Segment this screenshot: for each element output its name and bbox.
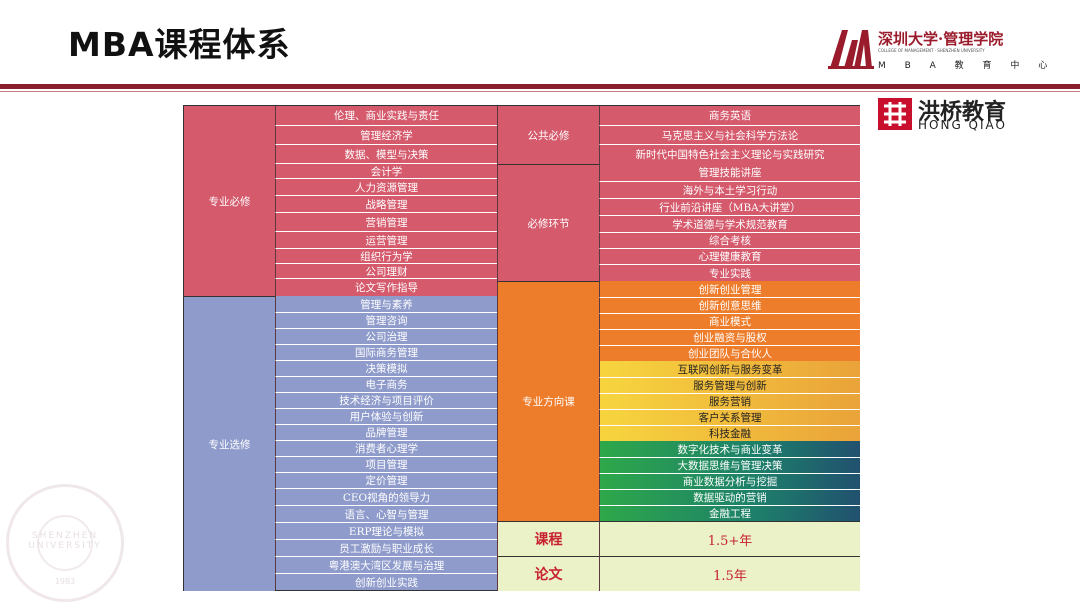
elective-course-cell: 决策模拟 <box>275 360 497 376</box>
direction-course-cell: 金融工程 <box>599 505 860 521</box>
elective-course-cell: 技术经济与项目评价 <box>275 392 497 408</box>
direction-course-cell: 创新创业管理 <box>599 281 860 297</box>
required-link-course-cell: 综合考核 <box>599 232 860 248</box>
elective-course-cell: CEO视角的领导力 <box>275 488 497 505</box>
elective-course-cell: 粤港澳大湾区发展与治理 <box>275 556 497 573</box>
szu-name: 深圳大学·管理学院 <box>878 30 1004 48</box>
direction-course-cell: 创新创意思维 <box>599 297 860 313</box>
elective-course-cell: 定价管理 <box>275 472 497 488</box>
seal-year: 1983 <box>54 577 76 586</box>
szu-mark-icon <box>828 30 874 69</box>
required-course-cell: 人力资源管理 <box>275 178 497 195</box>
required-link-course-cell: 心理健康教育 <box>599 248 860 264</box>
direction-course-cell: 商业数据分析与挖掘 <box>599 473 860 489</box>
hongqiao-name-en: HONG QIAO <box>918 118 1007 132</box>
direction-course-cell: 商业模式 <box>599 313 860 329</box>
seal-text: SHENZHEN UNIVERSITY <box>28 531 102 551</box>
elective-course-cell: 国际商务管理 <box>275 344 497 360</box>
direction-course-cell: 创业融资与股权 <box>599 329 860 345</box>
direction-course-cell: 大数据思维与管理决策 <box>599 457 860 473</box>
public-course-cell: 商务英语 <box>599 106 860 125</box>
elective-course-cell: 管理与素养 <box>275 296 497 312</box>
public-course-cell: 新时代中国特色社会主义理论与实践研究 <box>599 144 860 164</box>
page-title: MBA课程体系 <box>68 25 291 64</box>
required-course-cell: 运营管理 <box>275 231 497 248</box>
university-seal-watermark: SHENZHEN UNIVERSITY 1983 <box>6 484 124 602</box>
required-course-cell: 伦理、商业实践与责任 <box>275 106 497 125</box>
szu-subtitle: COLLEGE OF MANAGEMENT · SHENZHEN UNIVERS… <box>878 48 985 53</box>
elective-course-cell: 员工激励与职业成长 <box>275 539 497 556</box>
elective-course-cell: 项目管理 <box>275 456 497 472</box>
required-course-cell: 会计学 <box>275 163 497 178</box>
header-rule-thin <box>0 91 1080 92</box>
elective-course-cell: 消费者心理学 <box>275 440 497 456</box>
elective-course-cell: 公司治理 <box>275 328 497 344</box>
direction-course-cell: 科技金融 <box>599 425 860 441</box>
course-duration-value: 1.5+年 <box>599 521 860 556</box>
elective-course-cell: 用户体验与创新 <box>275 408 497 424</box>
required-course-cell: 营销管理 <box>275 212 497 231</box>
required-link-course-cell: 学术道德与学术规范教育 <box>599 215 860 232</box>
thesis-duration-value: 1.5年 <box>599 556 860 591</box>
elective-course-cell: ERP理论与模拟 <box>275 522 497 539</box>
direction-course-cell: 互联网创新与服务变革 <box>599 361 860 377</box>
required-course-cell: 论文写作指导 <box>275 278 497 296</box>
elective-course-cell: 语言、心智与管理 <box>275 505 497 522</box>
curriculum-table: 专业必修 专业选修 公共必修 必修环节 专业方向课 课程 论文 1.5+年 1.… <box>183 105 860 591</box>
required-course-cell: 组织行为学 <box>275 248 497 263</box>
direction-course-label: 专业方向课 <box>497 281 599 521</box>
elective-course-cell: 创新创业实践 <box>275 573 497 590</box>
direction-course-cell: 服务管理与创新 <box>599 377 860 393</box>
required-course-cell: 管理经济学 <box>275 125 497 144</box>
required-course-cell: 公司理财 <box>275 263 497 278</box>
required-link-course-cell: 海外与本土学习行动 <box>599 181 860 198</box>
course-duration-label: 课程 <box>497 521 599 556</box>
required-link-label: 必修环节 <box>497 164 599 281</box>
public-course-cell: 马克思主义与社会科学方法论 <box>599 125 860 144</box>
required-link-course-cell: 专业实践 <box>599 264 860 281</box>
public-required-label: 公共必修 <box>497 106 599 164</box>
hongqiao-name-cn: 洪桥教育 <box>918 100 1007 125</box>
seal-inner-ring <box>37 515 93 571</box>
thesis-duration-label: 论文 <box>497 556 599 591</box>
hongqiao-mark-icon <box>878 98 912 130</box>
required-link-course-cell: 管理技能讲座 <box>599 164 860 181</box>
elective-course-cell: 品牌管理 <box>275 424 497 440</box>
direction-course-cell: 客户关系管理 <box>599 409 860 425</box>
direction-course-cell: 数字化技术与商业变革 <box>599 441 860 457</box>
szu-program: M B A 教 育 中 心 <box>878 61 1056 71</box>
elective-course-cell: 管理咨询 <box>275 312 497 328</box>
elective-course-cell: 电子商务 <box>275 376 497 392</box>
required-course-cell: 战略管理 <box>275 195 497 212</box>
header-rule <box>0 84 1080 89</box>
hongqiao-logo: 洪桥教育 HONG QIAO <box>878 96 1038 136</box>
elective-major-label: 专业选修 <box>184 296 275 591</box>
szu-logo: 深圳大学·管理学院 COLLEGE OF MANAGEMENT · SHENZH… <box>828 24 1047 74</box>
direction-course-cell: 数据驱动的营销 <box>599 489 860 505</box>
required-course-cell: 数据、模型与决策 <box>275 144 497 163</box>
required-major-label: 专业必修 <box>184 106 275 296</box>
direction-course-cell: 服务营销 <box>599 393 860 409</box>
required-link-course-cell: 行业前沿讲座（MBA大讲堂） <box>599 198 860 215</box>
direction-course-cell: 创业团队与合伙人 <box>599 345 860 361</box>
